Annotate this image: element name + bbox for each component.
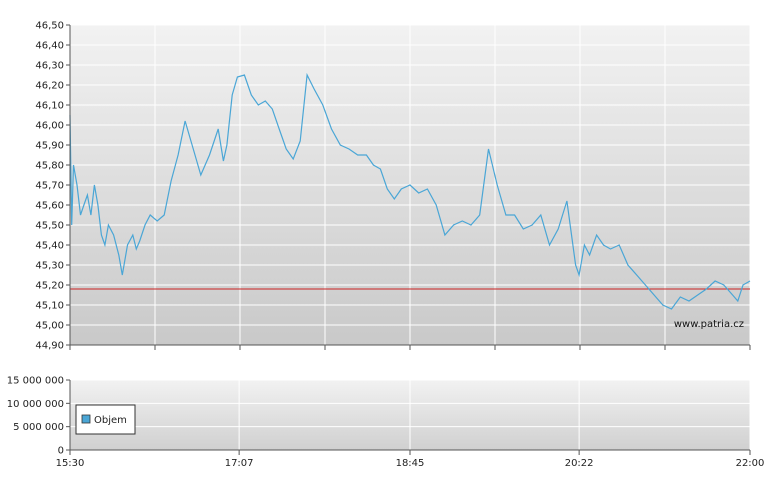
price-y-tick-label: 45,90 bbox=[35, 141, 64, 152]
volume-legend: Objem bbox=[75, 404, 136, 435]
price-y-tick-label: 45,70 bbox=[35, 181, 64, 192]
volume-x-axis: 15:30 17:07 18:45 20:22 22:00 bbox=[56, 450, 765, 469]
price-y-tick-label: 45,60 bbox=[35, 201, 64, 212]
price-y-tick-label: 45,00 bbox=[35, 321, 64, 332]
price-y-tick-label: 44,90 bbox=[35, 341, 64, 352]
price-y-tick-label: 45,40 bbox=[35, 241, 64, 252]
volume-panel: 0 5 000 000 10 000 000 15 000 000 15:30 17:0… bbox=[7, 376, 765, 470]
price-y-tick-label: 46,10 bbox=[35, 101, 64, 112]
price-y-tick-label: 45,30 bbox=[35, 261, 64, 272]
price-series-line bbox=[69, 72, 751, 310]
x-tick-label: 20:22 bbox=[565, 458, 594, 469]
x-tick-label: 17:07 bbox=[225, 458, 254, 469]
price-panel: 44,90 45,00 45,10 45,20 45,30 45,40 45,50 45,60… bbox=[35, 21, 751, 352]
x-tick-label: 18:45 bbox=[396, 458, 425, 469]
price-y-tick-label: 46,50 bbox=[35, 21, 64, 32]
volume-y-axis: 0 5 000 000 10 000 000 15 000 000 bbox=[7, 376, 70, 457]
volume-y-tick-label: 15 000 000 bbox=[7, 376, 64, 387]
price-y-tick-label: 45,80 bbox=[35, 161, 64, 172]
price-y-tick-label: 45,50 bbox=[35, 221, 64, 232]
price-y-tick-label: 46,20 bbox=[35, 81, 64, 92]
price-y-tick-label: 46,00 bbox=[35, 121, 64, 132]
price-y-axis: 44,90 45,00 45,10 45,20 45,30 45,40 45,50 45,60… bbox=[35, 21, 70, 352]
price-y-tick-label: 45,10 bbox=[35, 301, 64, 312]
x-tick-label: 22:00 bbox=[736, 458, 765, 469]
volume-y-tick-label: 10 000 000 bbox=[7, 399, 64, 410]
price-y-tick-label: 45,20 bbox=[35, 281, 64, 292]
watermark: www.patria.cz bbox=[674, 319, 744, 330]
x-tick-label: 15:30 bbox=[56, 458, 85, 469]
volume-grid bbox=[69, 379, 751, 451]
volume-y-tick-label: 5 000 000 bbox=[13, 422, 64, 433]
volume-y-tick-label: 0 bbox=[58, 446, 64, 457]
legend-label-objem: Objem bbox=[94, 415, 127, 426]
price-y-tick-label: 46,40 bbox=[35, 41, 64, 52]
legend-swatch-objem bbox=[81, 414, 91, 424]
price-y-tick-label: 46,30 bbox=[35, 61, 64, 72]
price-x-ticks bbox=[69, 345, 751, 350]
